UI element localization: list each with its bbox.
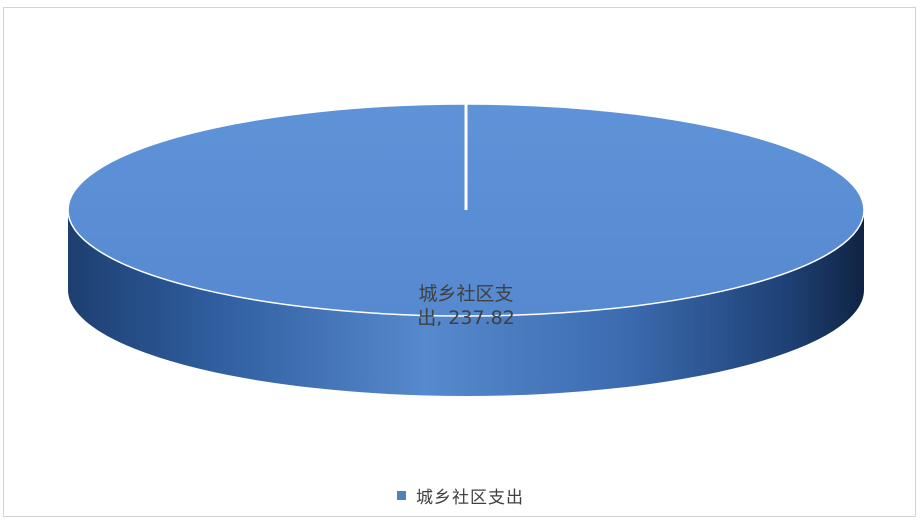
pie-side-wall	[68, 210, 864, 396]
data-label-line1: 城乡社区支	[418, 283, 513, 305]
legend-label: 城乡社区支出	[416, 487, 524, 508]
legend-swatch	[397, 490, 406, 500]
data-label-line2: 出, 237.82	[417, 307, 515, 329]
legend: 城乡社区支出	[0, 482, 921, 508]
